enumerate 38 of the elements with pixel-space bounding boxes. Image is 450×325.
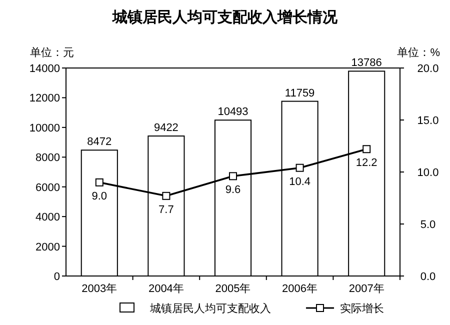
ytick: 6000 <box>36 182 60 194</box>
xtick: 2005年 <box>215 283 251 295</box>
ytick: 4000 <box>36 212 60 224</box>
ytick: 8000 <box>36 152 60 164</box>
xtick: 2007年 <box>348 283 384 295</box>
y2tick: 5.0 <box>420 219 436 231</box>
point <box>362 145 371 154</box>
data-label: 13786 <box>351 57 382 70</box>
data-label: 9.0 <box>92 190 108 202</box>
ytick: 2000 <box>36 241 60 254</box>
y2tick: 10.0 <box>417 167 439 179</box>
legend-label: 实际增长 <box>340 303 384 315</box>
point <box>162 192 170 200</box>
data-label: 7.7 <box>158 204 174 216</box>
y2label: 单位：% <box>397 47 440 59</box>
point <box>95 178 104 186</box>
data-label: 11759 <box>284 87 315 100</box>
data-label: 10493 <box>218 106 248 118</box>
point <box>229 172 237 180</box>
data-label: 10.4 <box>289 176 310 188</box>
legend-label: 城镇居民人均可支配收入 <box>150 303 271 315</box>
xtick: 2004年 <box>148 283 184 295</box>
xtick: 2003年 <box>82 283 118 295</box>
y2tick: 20.0 <box>417 63 439 75</box>
y2tick: 0.0 <box>420 271 436 283</box>
data-label: 9.6 <box>225 184 241 196</box>
xtick: 2006年 <box>282 283 318 295</box>
ytick: 12000 <box>29 92 60 105</box>
data-label: 12.2 <box>356 157 378 170</box>
data-label: 8472 <box>87 136 112 148</box>
ytick: 14000 <box>29 63 60 75</box>
title: 城镇居民人均可支配收入增长情况 <box>112 9 338 26</box>
ytick: 10000 <box>29 122 60 134</box>
data-label: 9422 <box>154 122 178 134</box>
y2tick: 15.0 <box>417 115 439 127</box>
ytick: 0 <box>54 271 60 283</box>
point <box>296 164 304 172</box>
ylabel: 单位：元 <box>30 47 74 59</box>
